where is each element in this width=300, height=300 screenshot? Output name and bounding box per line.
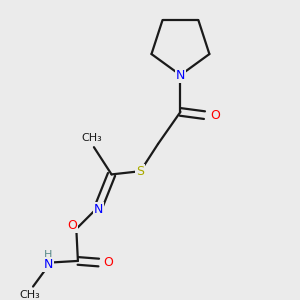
Text: CH₃: CH₃ xyxy=(20,290,40,300)
Text: CH₃: CH₃ xyxy=(81,133,102,143)
Text: N: N xyxy=(44,258,53,271)
Text: N: N xyxy=(94,203,104,216)
Text: O: O xyxy=(210,109,220,122)
Text: N: N xyxy=(176,69,185,82)
Text: H: H xyxy=(44,250,52,260)
Text: O: O xyxy=(103,256,113,269)
Text: O: O xyxy=(68,218,77,232)
Text: S: S xyxy=(136,165,144,178)
